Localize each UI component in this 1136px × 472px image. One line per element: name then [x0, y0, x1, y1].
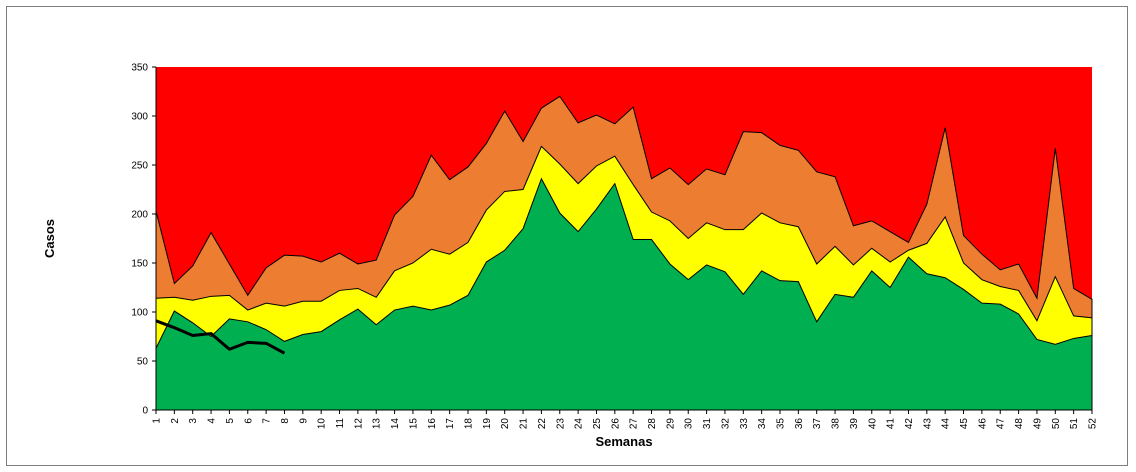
x-tick-label: 52: [1088, 418, 1099, 430]
x-tick-label: 6: [243, 418, 254, 424]
x-tick-label: 17: [445, 418, 456, 430]
x-tick-label: 45: [959, 418, 970, 430]
x-tick-label: 34: [757, 418, 768, 430]
y-tick-label: 0: [142, 406, 148, 417]
x-tick-label: 29: [665, 418, 676, 430]
x-tick-label: 3: [188, 418, 199, 424]
line-current-year: [155, 319, 286, 355]
y-tick-label: 100: [131, 308, 148, 319]
x-tick-label: 23: [555, 418, 566, 430]
y-tick-label: 200: [131, 210, 148, 221]
x-axis-title: Semanas: [595, 434, 652, 449]
x-tick-label: 22: [537, 418, 548, 430]
x-tick-label: 41: [886, 418, 897, 430]
x-tick-label: 18: [464, 418, 475, 430]
y-tick-label: 150: [131, 259, 148, 270]
x-tick-label: 50: [1051, 418, 1062, 430]
x-tick-label: 37: [812, 418, 823, 430]
x-tick-label: 25: [592, 418, 603, 430]
x-tick-label: 7: [262, 418, 273, 424]
x-tick-label: 1: [152, 418, 163, 424]
x-tick-label: 20: [500, 418, 511, 430]
x-tick-label: 2: [170, 418, 181, 424]
x-tick-label: 4: [207, 418, 218, 424]
x-tick-label: 28: [647, 418, 658, 430]
y-tick-label: 350: [131, 63, 148, 74]
chart-frame: 0 50 100 150 200 250 300 350 1 2 3 4 5 6 7 8 9 10 11 12 13 14…: [6, 6, 1128, 466]
y-tick-label: 50: [137, 357, 149, 368]
x-tick-label: 9: [298, 418, 309, 424]
plot-area: [155, 67, 1093, 411]
x-tick-label: 30: [684, 418, 695, 430]
x-tick-label: 35: [776, 418, 787, 430]
x-tick-label: 12: [353, 418, 364, 430]
x-tick-label: 15: [408, 418, 419, 430]
x-tick-label: 5: [225, 418, 236, 424]
x-tick-label: 31: [702, 418, 713, 430]
x-tick-label: 26: [610, 418, 621, 430]
x-tick-label: 32: [720, 418, 731, 430]
x-tick-label: 27: [629, 418, 640, 430]
x-tick-label: 49: [1032, 418, 1043, 430]
x-tick-label: 13: [372, 418, 383, 430]
x-tick-label: 33: [739, 418, 750, 430]
y-tick-label: 250: [131, 161, 148, 172]
x-tick-label: 19: [482, 418, 493, 430]
x-tick-label: 38: [831, 418, 842, 430]
x-tick-label: 24: [574, 418, 585, 430]
x-tick-label: 10: [317, 418, 328, 430]
x-tick-label: 44: [941, 418, 952, 430]
x-tick-label: 42: [904, 418, 915, 430]
x-tick-label: 47: [996, 418, 1007, 430]
x-tick-label: 51: [1069, 418, 1080, 430]
area-lower-band: [155, 177, 1093, 411]
x-tick-label: 39: [849, 418, 860, 430]
x-tick-label: 11: [335, 418, 346, 429]
x-tick-label: 21: [519, 418, 530, 430]
y-axis-title: Casos: [42, 219, 57, 258]
x-tick-label: 36: [794, 418, 805, 430]
x-tick-label: 8: [280, 418, 291, 424]
x-tick-label: 16: [427, 418, 438, 430]
x-tick-label: 14: [390, 418, 401, 430]
x-tick-label: 40: [867, 418, 878, 430]
y-tick-label: 300: [131, 112, 148, 123]
x-tick-label: 48: [1014, 418, 1025, 430]
x-tick-label: 46: [977, 418, 988, 430]
x-tick-label: 43: [922, 418, 933, 430]
